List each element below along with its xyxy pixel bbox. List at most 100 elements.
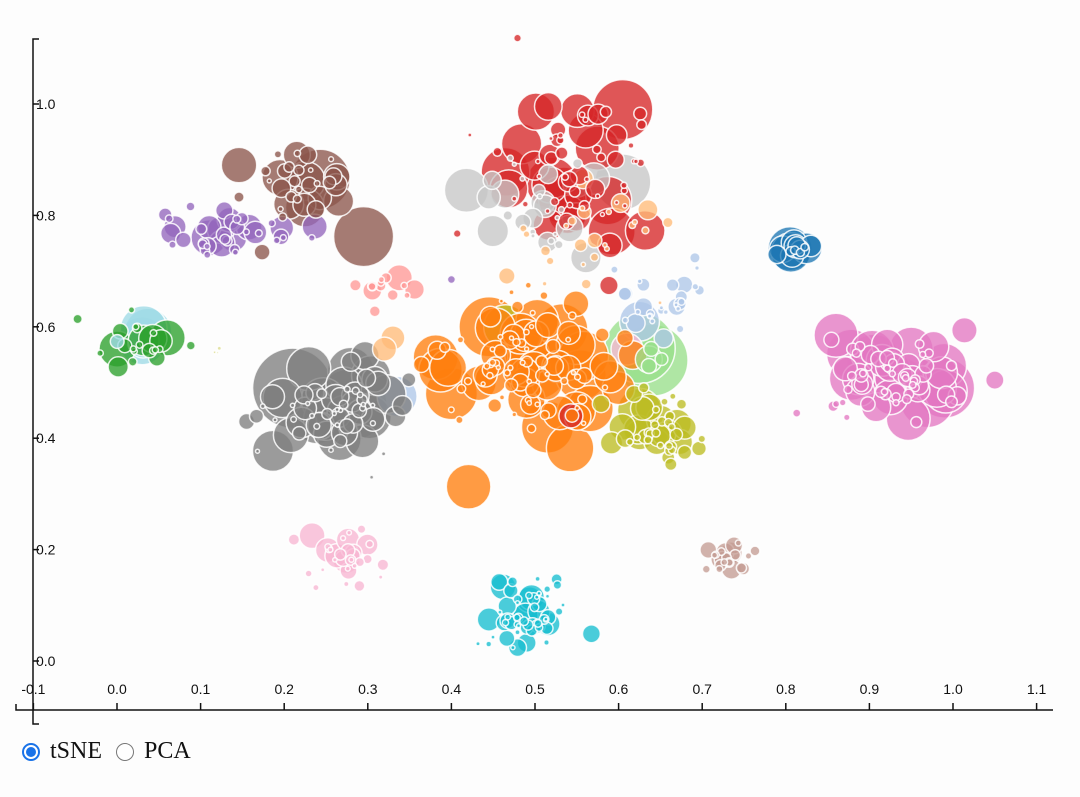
data-point[interactable] (452, 229, 462, 239)
data-point[interactable] (654, 351, 669, 367)
data-point[interactable] (663, 457, 678, 472)
data-point[interactable] (515, 622, 522, 629)
data-point[interactable] (493, 344, 508, 358)
data-point[interactable] (605, 208, 613, 216)
data-point[interactable] (633, 106, 648, 121)
data-point[interactable] (512, 337, 521, 347)
data-point[interactable] (512, 33, 523, 43)
data-point[interactable] (658, 304, 665, 311)
data-point[interactable] (601, 242, 608, 248)
data-point[interactable] (584, 178, 606, 200)
data-point[interactable] (571, 157, 583, 170)
data-point[interactable] (580, 261, 587, 268)
data-point[interactable] (293, 149, 302, 158)
data-point[interactable] (697, 434, 707, 444)
data-point[interactable] (640, 357, 658, 375)
data-point[interactable] (511, 411, 518, 418)
data-point[interactable] (490, 634, 496, 640)
data-point[interactable] (332, 205, 395, 268)
data-point[interactable] (260, 165, 271, 177)
data-point[interactable] (573, 373, 582, 381)
tsne-radio[interactable] (22, 742, 40, 761)
data-point[interactable] (446, 274, 457, 285)
data-point[interactable] (800, 242, 810, 252)
data-point[interactable] (586, 232, 603, 249)
data-point[interactable] (313, 179, 321, 188)
data-point[interactable] (369, 420, 377, 427)
data-point[interactable] (605, 124, 628, 147)
data-point[interactable] (892, 398, 900, 407)
tsne-option[interactable]: tSNE (22, 738, 102, 765)
data-point[interactable] (715, 564, 724, 574)
data-point[interactable] (625, 437, 634, 446)
data-point[interactable] (334, 422, 341, 428)
data-point[interactable] (651, 428, 661, 438)
data-point[interactable] (219, 233, 231, 245)
data-point[interactable] (232, 214, 242, 224)
data-point[interactable] (220, 146, 258, 184)
data-point[interactable] (545, 338, 561, 355)
data-point[interactable] (633, 433, 642, 442)
data-point[interactable] (888, 370, 897, 378)
data-point[interactable] (567, 311, 577, 321)
data-point[interactable] (498, 394, 506, 401)
data-point[interactable] (127, 306, 136, 314)
data-point[interactable] (914, 338, 925, 350)
data-point[interactable] (610, 265, 619, 274)
data-point[interactable] (488, 358, 497, 367)
data-point[interactable] (403, 291, 411, 300)
data-point[interactable] (498, 298, 505, 304)
data-point[interactable] (720, 558, 729, 567)
data-point[interactable] (525, 591, 533, 600)
data-point[interactable] (577, 393, 588, 405)
data-point[interactable] (543, 616, 549, 622)
data-point[interactable] (851, 348, 862, 358)
data-point[interactable] (526, 423, 537, 434)
data-point[interactable] (368, 474, 375, 480)
data-point[interactable] (641, 226, 650, 235)
data-point[interactable] (524, 281, 533, 290)
data-point[interactable] (843, 384, 853, 395)
data-point[interactable] (534, 575, 541, 583)
data-point[interactable] (901, 394, 912, 405)
data-point[interactable] (523, 346, 530, 352)
data-point[interactable] (289, 402, 296, 409)
data-point[interactable] (944, 395, 959, 409)
data-point[interactable] (455, 415, 464, 425)
data-point[interactable] (823, 331, 840, 349)
data-point[interactable] (710, 551, 719, 559)
data-point[interactable] (340, 351, 362, 373)
data-point[interactable] (354, 556, 366, 568)
data-point[interactable] (367, 281, 377, 292)
data-point[interactable] (507, 576, 519, 588)
data-point[interactable] (348, 278, 362, 292)
data-point[interactable] (613, 199, 620, 206)
data-point[interactable] (578, 111, 586, 119)
data-point[interactable] (476, 214, 510, 248)
data-point[interactable] (503, 369, 511, 377)
data-point[interactable] (371, 336, 398, 362)
data-point[interactable] (195, 222, 208, 236)
data-point[interactable] (346, 529, 353, 536)
data-point[interactable] (859, 396, 876, 413)
pca-radio[interactable] (116, 742, 135, 761)
data-point[interactable] (691, 282, 700, 291)
data-point[interactable] (534, 401, 541, 408)
data-point[interactable] (651, 405, 661, 414)
data-point[interactable] (621, 202, 628, 209)
data-point[interactable] (536, 193, 544, 200)
data-point[interactable] (521, 200, 529, 208)
data-point[interactable] (735, 562, 748, 574)
data-point[interactable] (528, 323, 535, 330)
data-point[interactable] (331, 556, 338, 563)
data-point[interactable] (665, 278, 680, 293)
data-point[interactable] (129, 345, 138, 353)
data-point[interactable] (675, 324, 685, 334)
data-point[interactable] (846, 370, 857, 382)
data-point[interactable] (543, 639, 550, 646)
data-point[interactable] (662, 308, 669, 316)
data-point[interactable] (380, 450, 387, 457)
data-point[interactable] (356, 391, 364, 399)
data-point[interactable] (338, 418, 355, 435)
data-point[interactable] (328, 447, 334, 454)
